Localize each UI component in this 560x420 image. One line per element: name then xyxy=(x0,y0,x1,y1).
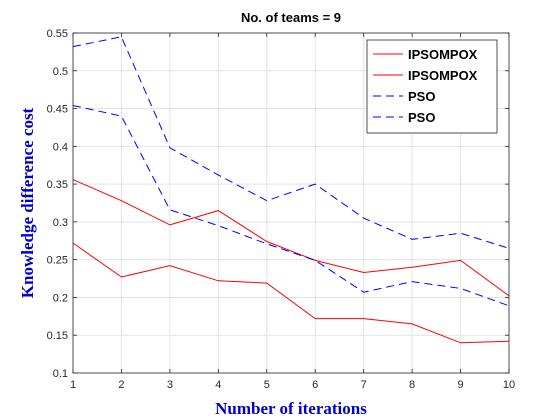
y-tick-label: 0.15 xyxy=(47,330,68,342)
x-tick-label: 4 xyxy=(215,379,221,391)
chart-title: No. of teams = 9 xyxy=(241,10,341,25)
y-tick-label: 0.4 xyxy=(53,141,68,153)
y-tick-label: 0.55 xyxy=(47,28,68,40)
x-tick-label: 7 xyxy=(361,379,367,391)
legend-label-3: PSO xyxy=(408,89,435,104)
x-axis-label: Number of iterations xyxy=(215,399,367,418)
y-tick-label: 0.2 xyxy=(53,292,68,304)
y-axis-label: Knowledge difference cost xyxy=(18,107,37,298)
x-tick-label: 5 xyxy=(264,379,270,391)
x-tick-label: 9 xyxy=(457,379,463,391)
x-tick-label: 3 xyxy=(167,379,173,391)
series-line-1 xyxy=(72,179,510,297)
legend: IPSOMPOX IPSOMPOX PSO PSO xyxy=(366,39,498,134)
legend-label-2: IPSOMPOX xyxy=(408,68,478,83)
legend-label-4: PSO xyxy=(408,110,435,125)
plot-frame xyxy=(72,32,510,374)
series-line-2 xyxy=(72,242,510,344)
legend-label-1: IPSOMPOX xyxy=(408,47,478,62)
x-tick-label: 2 xyxy=(118,379,124,391)
y-tick-label: 0.35 xyxy=(47,179,68,191)
x-tick-label: 1 xyxy=(70,379,76,391)
series-group xyxy=(72,36,510,344)
y-tick-label: 0.1 xyxy=(53,368,68,380)
y-tick-label: 0.45 xyxy=(47,104,68,116)
series-line-3 xyxy=(72,36,510,249)
y-tick-label: 0.25 xyxy=(47,255,68,267)
x-tick-label: 10 xyxy=(503,379,515,391)
y-tick-label: 0.5 xyxy=(53,66,68,78)
y-tick-label: 0.3 xyxy=(53,217,68,229)
ticks: 1 2 3 4 5 6 7 8 9 10 0.1 0.15 0.2 0.25 0.3 0.35 0.4 0.45 0… xyxy=(47,28,516,391)
x-tick-label: 6 xyxy=(312,379,318,391)
x-tick-label: 8 xyxy=(409,379,415,391)
